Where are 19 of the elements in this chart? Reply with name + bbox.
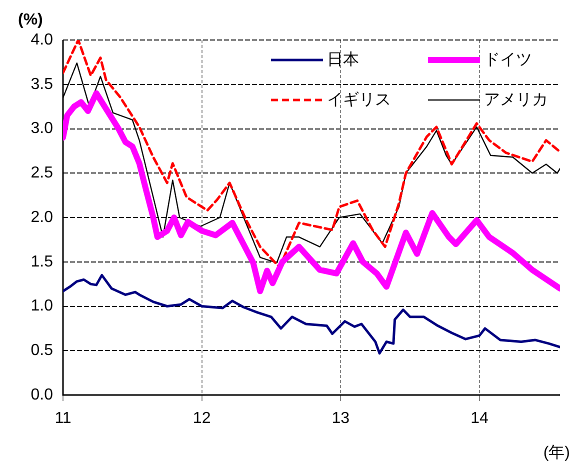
legend-label: 日本: [327, 50, 359, 68]
y-tick-label: 1.5: [30, 253, 54, 270]
x-axis-title: (年): [543, 444, 570, 462]
y-tick-label: 2.5: [30, 164, 54, 182]
x-tick-label: 14: [470, 410, 488, 428]
legend-label: ドイツ: [484, 51, 532, 68]
y-tick-label: 2.0: [30, 208, 54, 226]
x-tick-label: 11: [54, 410, 72, 428]
y-tick-label: 3.0: [30, 120, 54, 138]
y-tick-label: 0.5: [30, 342, 54, 360]
y-tick-label: 1.0: [30, 298, 54, 315]
y-tick-label: 0.0: [30, 386, 54, 404]
y-tick-label: 3.5: [30, 76, 54, 93]
x-tick-label: 12: [192, 410, 211, 428]
x-tick-label: 13: [332, 410, 350, 428]
y-tick-label: 4.0: [30, 31, 54, 48]
legend-label: イギリス: [327, 90, 391, 108]
legend-label: アメリカ: [484, 91, 548, 108]
y-axis-title: (%): [18, 11, 43, 28]
